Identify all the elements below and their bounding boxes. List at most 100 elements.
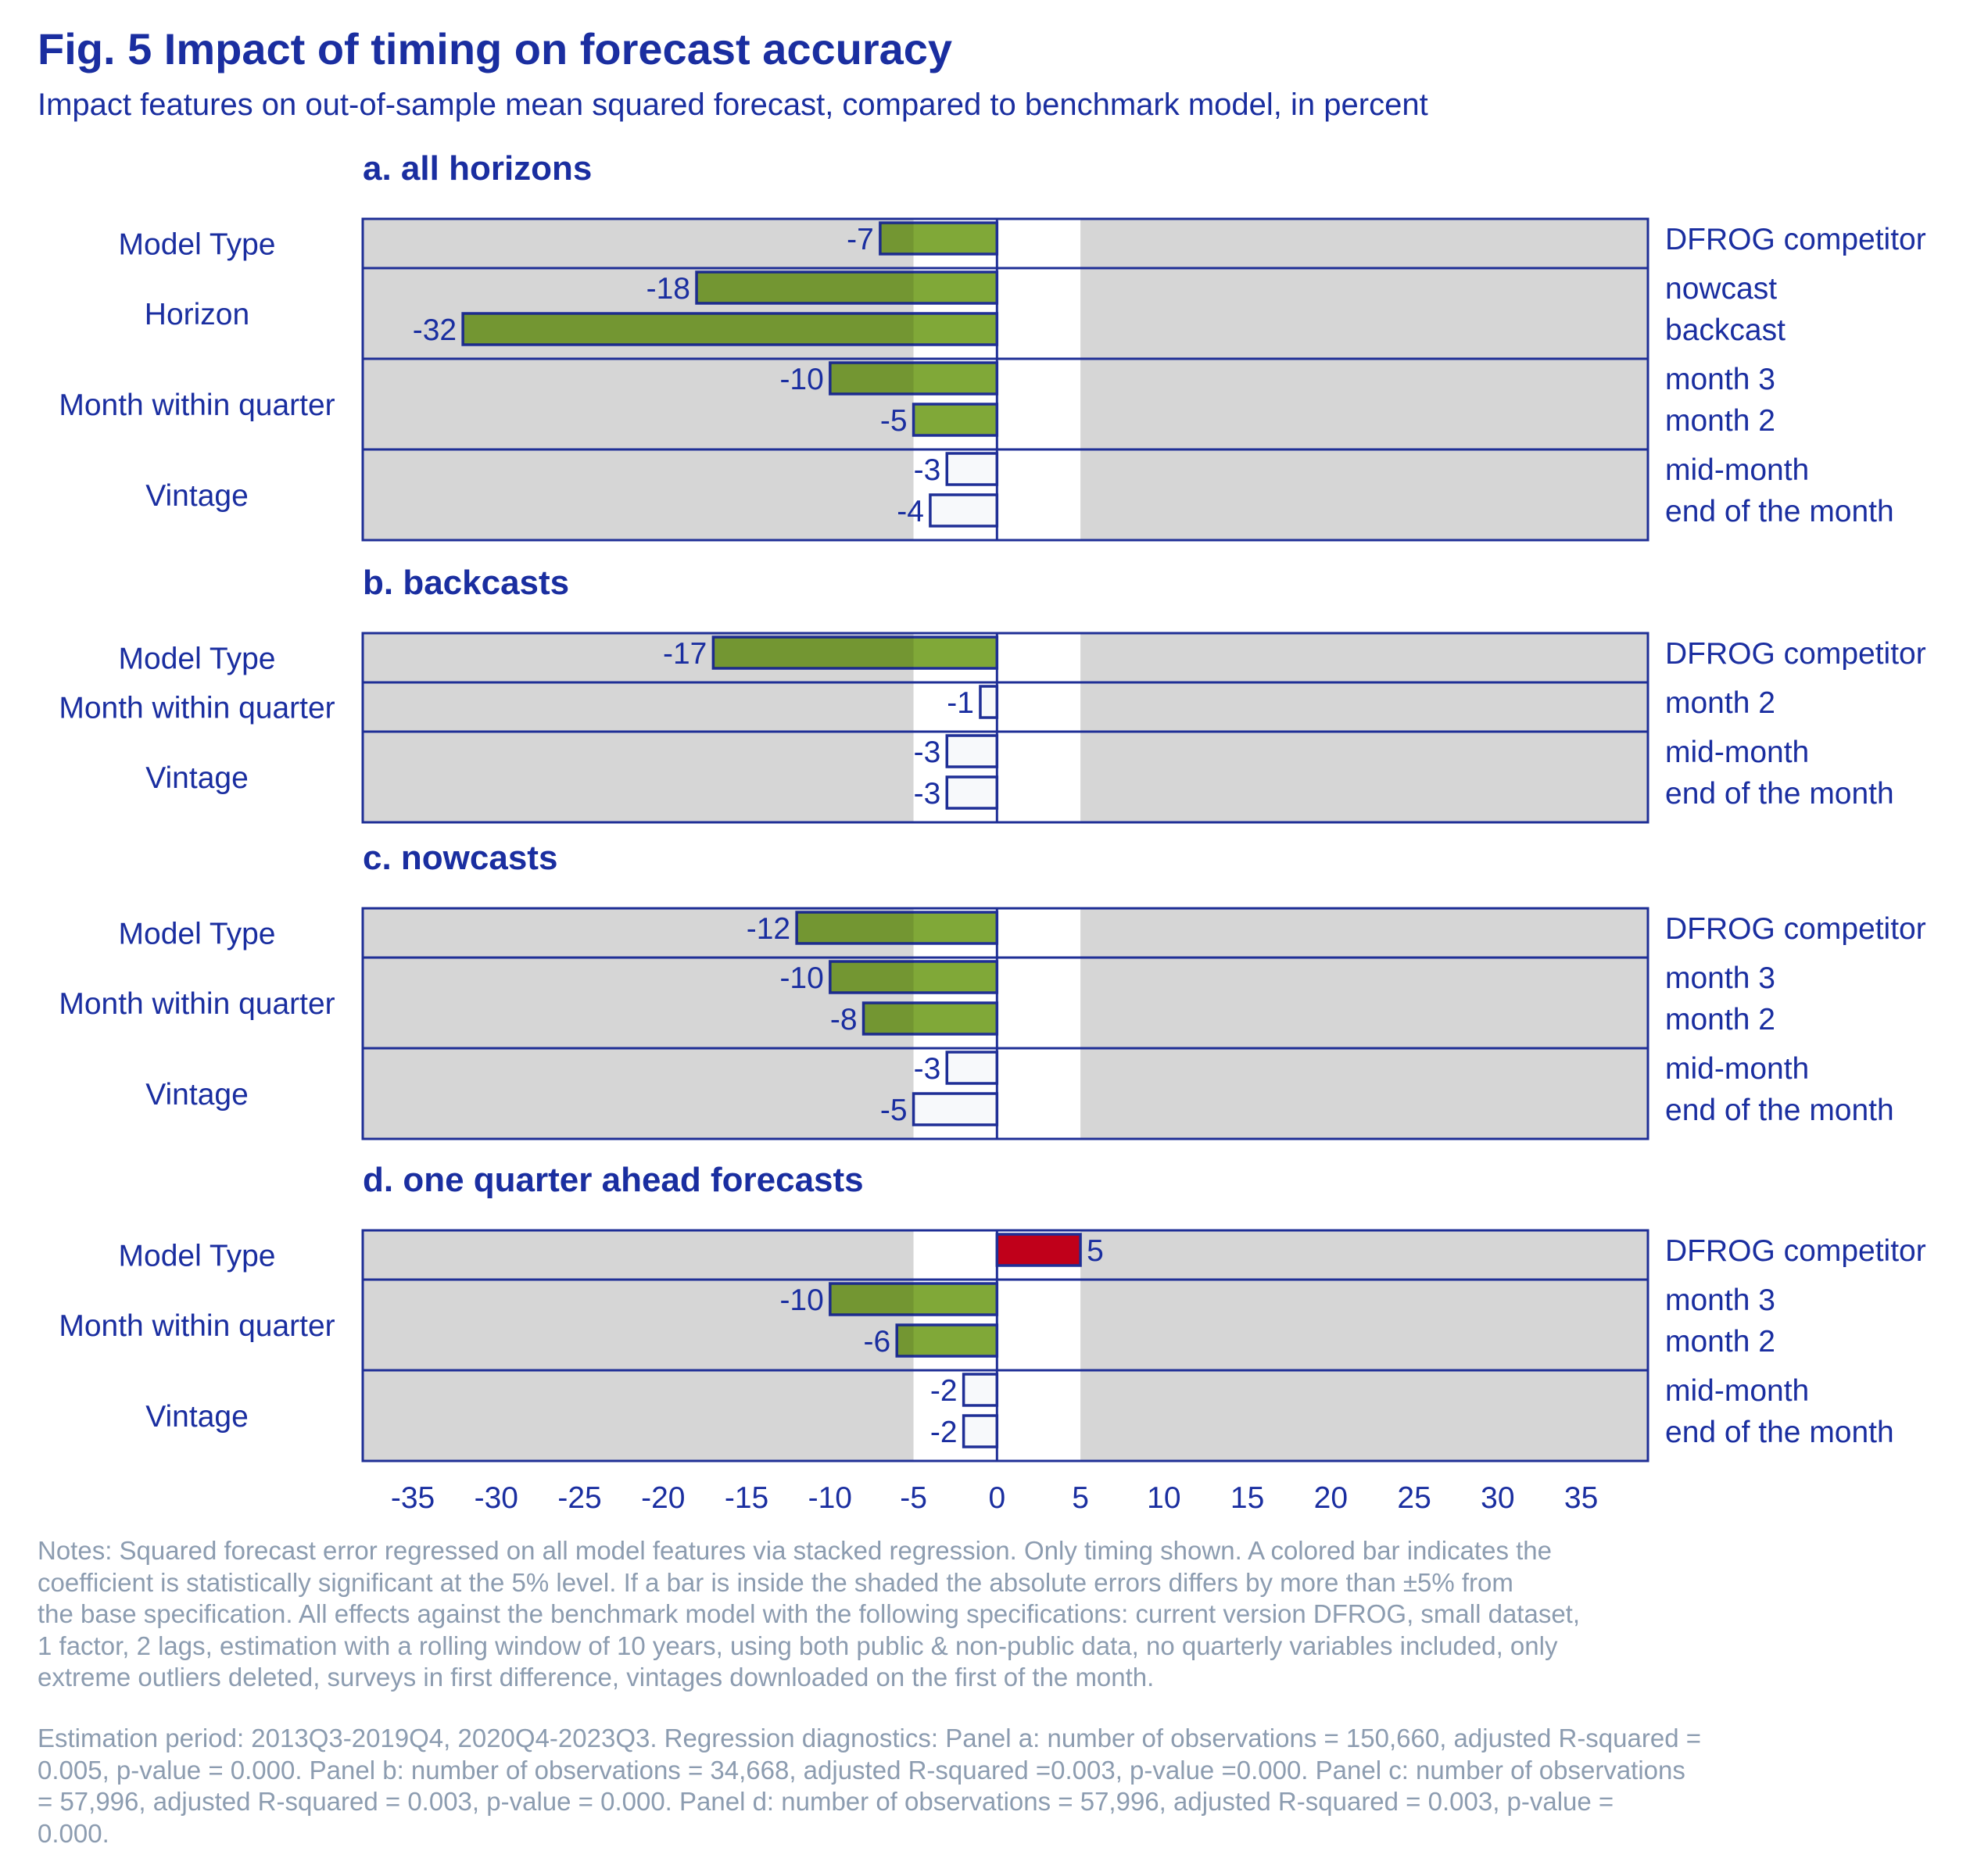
- bar-shade: [863, 1003, 914, 1034]
- group-frame: [361, 1369, 1649, 1462]
- x-tick-label: -15: [725, 1481, 768, 1515]
- bar: [929, 493, 999, 528]
- group-label: Model Type: [119, 918, 276, 951]
- data-label: -3: [914, 777, 941, 811]
- x-tick-label: 15: [1230, 1481, 1264, 1515]
- x-tick-label: -35: [391, 1481, 435, 1515]
- data-label: -10: [779, 961, 823, 995]
- x-tick-label: 25: [1397, 1481, 1431, 1515]
- bar-shade: [829, 363, 914, 394]
- bar: [945, 1051, 999, 1085]
- bar: [461, 312, 999, 346]
- category-label: mid-month: [1665, 1374, 1809, 1408]
- data-label: -17: [663, 637, 707, 671]
- category-label: nowcast: [1665, 272, 1777, 306]
- bar: [711, 635, 999, 670]
- data-label: -2: [930, 1374, 958, 1408]
- group-label: Model Type: [119, 228, 276, 262]
- group-label: Vintage: [145, 1400, 249, 1434]
- data-label: -5: [880, 404, 908, 438]
- category-label: month 2: [1665, 404, 1775, 438]
- data-label: -3: [914, 736, 941, 769]
- bar-shade: [829, 961, 914, 993]
- category-label: mid-month: [1665, 1052, 1809, 1086]
- category-label: end of the month: [1665, 1094, 1894, 1127]
- group-label: Vintage: [145, 1078, 249, 1112]
- bar: [829, 960, 999, 994]
- estimation-notes: Estimation period: 2013Q3-2019Q4, 2020Q4…: [38, 1724, 1702, 1848]
- category-label: backcast: [1665, 313, 1786, 347]
- bar: [829, 1282, 999, 1316]
- bar-shade: [829, 1283, 914, 1315]
- data-label: -3: [914, 1052, 941, 1086]
- group-label: Month within quarter: [59, 987, 335, 1021]
- data-label: 5: [1087, 1234, 1104, 1268]
- group-label: Month within quarter: [59, 692, 335, 725]
- category-label: DFROG competitor: [1665, 1234, 1926, 1268]
- data-label: -6: [864, 1325, 891, 1359]
- category-label: end of the month: [1665, 1416, 1894, 1449]
- panel-title: c. nowcasts: [363, 839, 557, 877]
- category-label: mid-month: [1665, 736, 1809, 769]
- bar: [912, 403, 999, 437]
- category-label: mid-month: [1665, 453, 1809, 487]
- chart-notes: Notes: Squared forecast error regressed …: [38, 1536, 1581, 1692]
- group-label: Month within quarter: [59, 1309, 335, 1343]
- bar: [912, 1092, 999, 1126]
- category-label: end of the month: [1665, 777, 1894, 811]
- category-label: DFROG competitor: [1665, 223, 1926, 256]
- group-frame: [361, 730, 1649, 824]
- bar: [979, 685, 999, 719]
- category-label: DFROG competitor: [1665, 912, 1926, 946]
- group-frame: [361, 448, 1649, 542]
- data-label: -5: [880, 1094, 908, 1127]
- data-label: -2: [930, 1416, 958, 1449]
- panel-title: d. one quarter ahead forecasts: [363, 1161, 864, 1199]
- bar: [995, 1233, 1082, 1267]
- data-label: -4: [897, 495, 924, 528]
- bar: [945, 775, 999, 810]
- group-label: Horizon: [145, 298, 249, 331]
- x-tick-label: 20: [1314, 1481, 1348, 1515]
- group-label: Model Type: [119, 1240, 276, 1273]
- chart-title: Fig. 5 Impact of timing on forecast accu…: [38, 24, 953, 73]
- category-label: end of the month: [1665, 495, 1894, 528]
- group-frame: [361, 1047, 1649, 1140]
- bar: [945, 452, 999, 486]
- x-tick-label: -20: [641, 1481, 685, 1515]
- bar: [879, 221, 999, 256]
- category-label: month 3: [1665, 961, 1775, 995]
- group-label: Model Type: [119, 643, 276, 676]
- data-label: -18: [647, 272, 690, 306]
- category-label: month 3: [1665, 363, 1775, 396]
- x-tick-label: -25: [557, 1481, 601, 1515]
- group-label: Vintage: [145, 479, 249, 513]
- group-label: Vintage: [145, 761, 249, 795]
- category-label: DFROG competitor: [1665, 637, 1926, 671]
- x-tick-label: 10: [1147, 1481, 1180, 1515]
- data-label: -3: [914, 453, 941, 487]
- bar: [795, 911, 999, 945]
- data-label: -32: [413, 313, 457, 347]
- bar: [695, 270, 999, 305]
- data-label: -12: [747, 912, 790, 946]
- category-label: month 2: [1665, 686, 1775, 720]
- x-tick-label: 35: [1564, 1481, 1598, 1515]
- bar: [895, 1323, 999, 1358]
- bar: [945, 734, 999, 768]
- x-tick-label: 30: [1481, 1481, 1514, 1515]
- data-label: -10: [779, 1283, 823, 1317]
- bar: [962, 1373, 999, 1407]
- chart-subtitle: Impact features on out-of-sample mean sq…: [38, 88, 1428, 122]
- bar-shade: [879, 223, 914, 254]
- x-tick-label: 0: [988, 1481, 1005, 1515]
- bar-shade: [463, 313, 914, 345]
- category-label: month 2: [1665, 1003, 1775, 1036]
- panel-title: b. backcasts: [363, 564, 569, 602]
- x-tick-label: -10: [808, 1481, 852, 1515]
- bar-shade: [713, 637, 914, 668]
- bar-shade: [797, 912, 914, 943]
- x-tick-label: -30: [475, 1481, 518, 1515]
- category-label: month 3: [1665, 1283, 1775, 1317]
- bar: [962, 1414, 999, 1448]
